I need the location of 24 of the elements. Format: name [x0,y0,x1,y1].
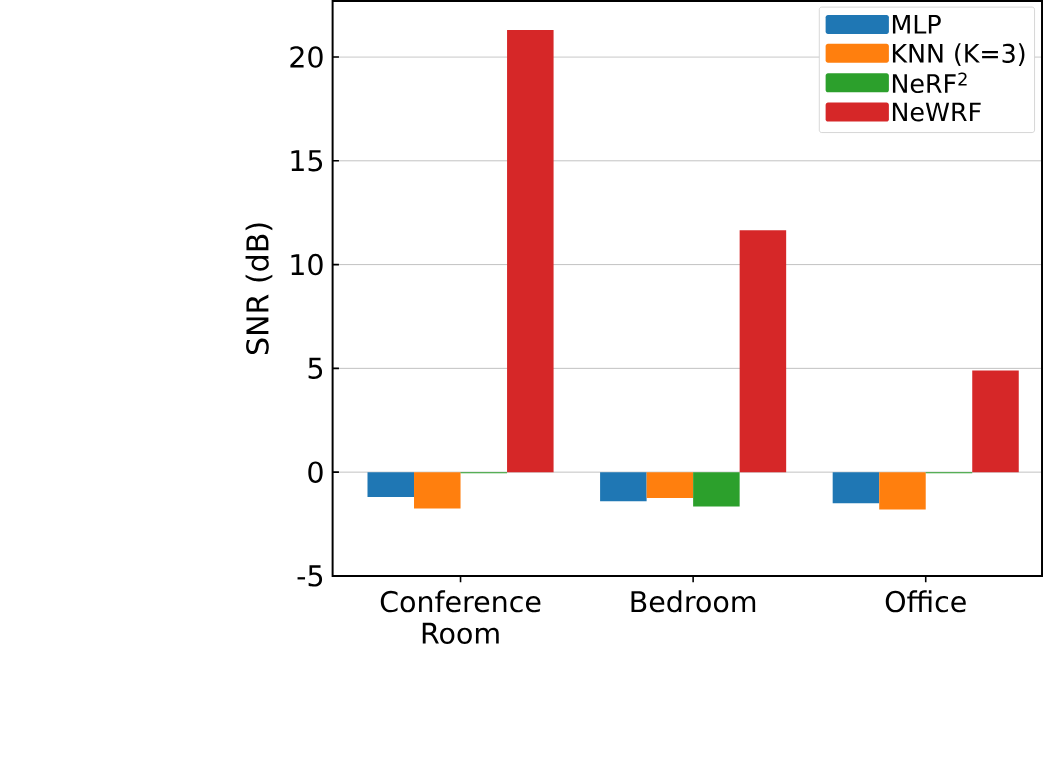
legend-label: NeWRF [892,102,981,122]
x-tick-label: Bedroom [631,590,756,613]
legend-label: NeRF$^{2}$ [892,72,967,94]
y-tick-label: -5 [297,565,323,587]
y-tick-label: 5 [308,357,323,379]
legend-label: MLP [892,15,941,34]
bar [646,472,694,499]
y-tick-label: 10 [291,253,323,276]
bar [832,472,880,504]
bar [367,472,415,498]
y-tick-label: 15 [291,150,323,172]
bar [693,472,740,507]
bar [879,472,926,510]
bar [739,230,787,473]
legend-label: KNN (K=3) [892,43,1025,66]
y-tick-label: 0 [308,461,323,483]
bar [414,472,461,509]
y-tick-label: 20 [290,46,323,68]
x-tick-label: Office [885,590,966,613]
bar [600,472,647,502]
y-axis-title: SNR (dB) [245,223,273,355]
bar [507,30,554,473]
bar [972,370,1019,473]
x-tick-label: Conference Room [380,590,541,644]
